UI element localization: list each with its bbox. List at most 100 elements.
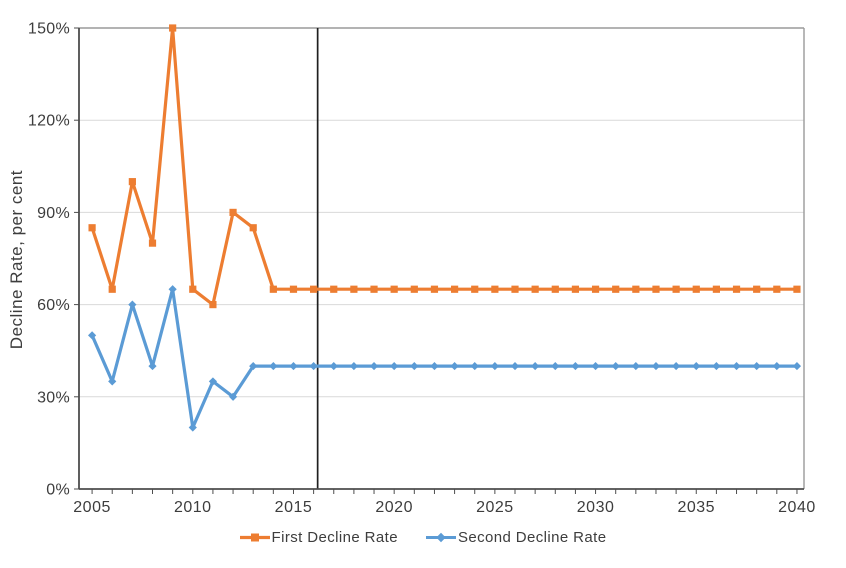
data-point xyxy=(490,361,499,371)
legend-sample-square-line-icon xyxy=(239,533,270,542)
x-tick-label: 2035 xyxy=(677,499,715,516)
data-point xyxy=(753,285,761,293)
data-point xyxy=(410,285,418,293)
x-tick-label: 2040 xyxy=(778,499,816,516)
data-point xyxy=(410,361,419,371)
data-point xyxy=(108,377,117,386)
data-point xyxy=(350,285,358,293)
legend-label-first-decline-rate: First Decline Rate xyxy=(271,529,398,546)
data-point xyxy=(430,361,439,371)
data-point xyxy=(591,285,600,293)
data-point xyxy=(370,285,378,293)
plot-border xyxy=(79,27,805,489)
data-point xyxy=(491,285,499,293)
data-point xyxy=(571,361,580,371)
data-point xyxy=(148,239,157,247)
data-point xyxy=(390,361,399,371)
y-tick-label: 90% xyxy=(37,205,70,222)
data-point xyxy=(510,361,520,371)
data-point xyxy=(329,361,338,371)
data-point xyxy=(652,285,660,293)
series-line-second-decline-rate xyxy=(90,287,799,430)
data-point xyxy=(551,361,560,371)
data-point xyxy=(712,285,720,293)
data-point xyxy=(712,361,721,371)
series-line-first-decline-rate xyxy=(90,26,799,307)
data-point xyxy=(792,361,802,371)
data-point xyxy=(128,300,137,309)
legend-item-second-decline-rate: Second Decline Rate xyxy=(425,529,607,546)
data-point xyxy=(631,361,640,371)
data-point xyxy=(88,224,96,232)
data-point xyxy=(208,377,218,386)
series-first-decline-rate xyxy=(88,24,801,309)
data-point xyxy=(752,361,761,371)
plot-svg: 2005 2010 2015 2020 2025 2030 2035 2040 0% 30% 60%… xyxy=(28,21,815,517)
data-point xyxy=(651,361,661,371)
data-point xyxy=(169,24,177,32)
data-point xyxy=(773,285,781,293)
data-point xyxy=(672,285,680,293)
y-tick-label: 150% xyxy=(28,21,70,38)
data-point xyxy=(369,361,379,371)
data-point xyxy=(249,224,257,232)
data-point xyxy=(269,361,278,371)
data-point xyxy=(128,178,136,186)
data-point xyxy=(390,285,398,293)
data-point xyxy=(450,361,459,371)
data-point xyxy=(349,361,358,371)
data-point xyxy=(672,361,681,371)
data-point xyxy=(87,331,97,340)
legend-item-first-decline-rate: First Decline Rate xyxy=(239,529,398,546)
y-tick-label: 60% xyxy=(37,297,70,314)
data-point xyxy=(108,285,116,293)
x-tick-label: 2030 xyxy=(577,499,615,516)
data-point xyxy=(611,361,620,371)
y-tick-label: 30% xyxy=(37,389,70,406)
data-point xyxy=(531,361,540,371)
data-point xyxy=(229,208,237,216)
data-point xyxy=(209,301,217,309)
x-axis-ticks xyxy=(91,489,798,494)
data-point xyxy=(470,361,479,371)
data-point xyxy=(471,285,479,293)
x-axis-labels: 2005 2010 2015 2020 2025 2030 2035 2040 xyxy=(73,499,815,516)
data-point xyxy=(591,361,600,371)
data-point xyxy=(450,285,459,293)
data-point xyxy=(571,285,580,293)
data-point xyxy=(330,285,338,293)
x-tick-label: 2025 xyxy=(476,499,514,516)
axes xyxy=(78,28,804,490)
legend: First Decline Rate Second Decline Rate xyxy=(0,529,846,546)
data-point xyxy=(249,361,258,371)
data-point xyxy=(531,285,539,293)
data-point xyxy=(309,361,318,371)
y-tick-label: 120% xyxy=(28,113,70,130)
x-tick-label: 2015 xyxy=(275,499,313,516)
data-point xyxy=(189,285,197,293)
x-tick-label: 2020 xyxy=(375,499,413,516)
data-point xyxy=(148,361,157,371)
data-point xyxy=(632,285,640,293)
y-axis-ticks: 0% 30% 60% 90% 120% 150% xyxy=(28,21,79,499)
legend-sample-diamond-line-icon xyxy=(425,532,456,543)
y-tick-label: 0% xyxy=(46,482,70,499)
legend-label-second-decline-rate: Second Decline Rate xyxy=(457,529,607,546)
data-point xyxy=(289,285,298,293)
data-point xyxy=(772,361,781,371)
data-point xyxy=(551,285,559,293)
data-point xyxy=(511,285,519,293)
data-point xyxy=(692,285,700,293)
gridlines xyxy=(79,119,804,398)
data-point xyxy=(228,392,238,401)
data-point xyxy=(188,423,197,432)
series-second-decline-rate xyxy=(87,285,802,432)
data-point xyxy=(168,285,177,294)
data-point xyxy=(289,361,298,371)
data-point xyxy=(732,361,741,371)
data-point xyxy=(430,285,439,293)
data-point xyxy=(692,361,701,371)
data-point xyxy=(612,285,620,293)
data-point xyxy=(732,285,741,293)
